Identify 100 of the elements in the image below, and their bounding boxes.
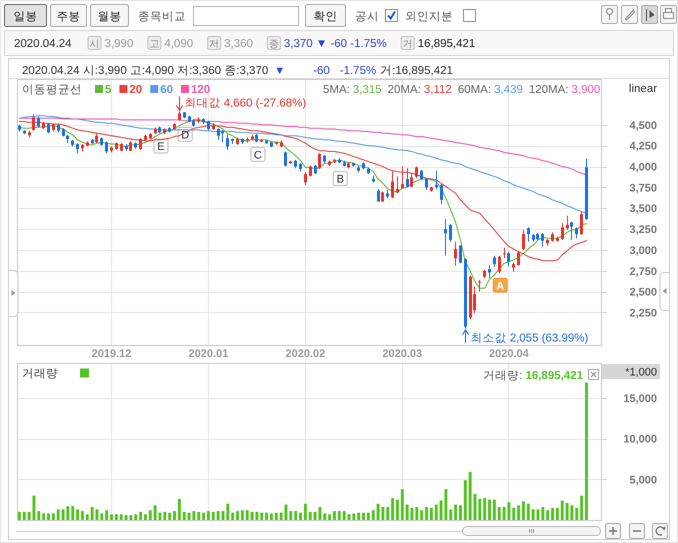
bar bbox=[318, 506, 322, 520]
bar bbox=[304, 504, 307, 520]
bar bbox=[366, 512, 370, 520]
bar bbox=[522, 501, 525, 520]
y-axis-title: *1,000 bbox=[625, 366, 657, 378]
bar bbox=[507, 502, 510, 520]
bar bbox=[556, 508, 559, 520]
bar bbox=[178, 498, 181, 520]
bar bbox=[139, 512, 142, 520]
annotation: 120MA: bbox=[528, 84, 568, 96]
text: 2020.04.24 시:3,990 고:4,090 저:3,360 종:3,370 bbox=[22, 65, 268, 77]
y-tick-label: 5,000 bbox=[629, 474, 657, 486]
bar bbox=[517, 505, 520, 520]
bar bbox=[348, 514, 350, 520]
bar bbox=[284, 504, 288, 520]
annotation: D bbox=[181, 129, 190, 142]
text: ▼ bbox=[274, 65, 286, 77]
bar bbox=[47, 513, 50, 520]
bar bbox=[188, 512, 191, 520]
bar bbox=[255, 512, 258, 520]
bar bbox=[488, 500, 491, 520]
bar bbox=[440, 500, 443, 520]
bar bbox=[444, 489, 448, 520]
candlestick bbox=[503, 247, 506, 258]
bar bbox=[222, 511, 224, 520]
x-tick-label: 2020.03 bbox=[382, 348, 422, 360]
bar bbox=[299, 512, 302, 520]
text: 종 bbox=[268, 39, 279, 50]
bar bbox=[18, 512, 21, 520]
text: 거:16,895,421 bbox=[380, 65, 453, 77]
line-series bbox=[18, 121, 587, 262]
line-series bbox=[18, 118, 587, 289]
annotation: 3,315 bbox=[352, 84, 382, 96]
bar bbox=[430, 508, 433, 520]
legend-label: 5 bbox=[105, 84, 112, 96]
text: 16,895,421 bbox=[418, 38, 476, 50]
x-tick-label: 2020.04 bbox=[489, 348, 530, 360]
bar bbox=[28, 512, 31, 520]
bar bbox=[585, 382, 588, 520]
bar bbox=[206, 511, 210, 520]
annotation: C bbox=[254, 149, 262, 162]
candlestick bbox=[478, 280, 481, 292]
text: 3,990 bbox=[104, 38, 134, 50]
annotation: 3,112 bbox=[424, 84, 452, 96]
text: 3,370 ▼ -60 -1.75% bbox=[284, 38, 387, 50]
bar bbox=[376, 504, 380, 520]
y-tick-label: 4,000 bbox=[629, 162, 657, 174]
bar bbox=[236, 511, 239, 520]
text: 저 bbox=[209, 39, 220, 50]
text: 고 bbox=[149, 39, 160, 50]
annotation: 16,895,421 bbox=[525, 370, 584, 382]
x-tick-label: 2019.12 bbox=[92, 348, 132, 360]
text: 2020.04.24 bbox=[14, 38, 72, 50]
bar bbox=[502, 506, 506, 520]
bar bbox=[425, 506, 428, 520]
x-tick-label: 2020.02 bbox=[285, 348, 326, 360]
bar bbox=[76, 509, 80, 520]
bar bbox=[240, 510, 244, 520]
legend-label: 20 bbox=[129, 84, 142, 96]
y-tick-label: 10,000 bbox=[623, 434, 657, 446]
bar bbox=[80, 511, 84, 520]
candlestick bbox=[444, 219, 447, 256]
bar bbox=[62, 509, 64, 520]
text: 일봉 bbox=[14, 11, 38, 23]
y-tick-label: 3,750 bbox=[629, 182, 657, 194]
bar bbox=[192, 511, 196, 520]
bar bbox=[270, 513, 273, 520]
y-tick-label: 3,500 bbox=[629, 203, 657, 216]
legend-label: 거래량 bbox=[22, 368, 58, 380]
bar bbox=[173, 511, 176, 520]
text: -1.75% bbox=[340, 65, 376, 77]
bar bbox=[410, 508, 414, 520]
bar bbox=[90, 506, 94, 520]
y-tick-label: 3,250 bbox=[629, 224, 657, 236]
bar bbox=[474, 494, 476, 520]
y-tick-label: 2,750 bbox=[629, 266, 657, 278]
bar bbox=[114, 514, 118, 520]
bar bbox=[492, 500, 496, 520]
annotation: 3,900 bbox=[571, 84, 600, 96]
bar bbox=[580, 496, 584, 520]
annotation: 20MA: bbox=[388, 84, 421, 96]
bar bbox=[124, 515, 128, 520]
legend-label: 120 bbox=[191, 84, 210, 96]
y-tick-label: 15,000 bbox=[623, 392, 657, 405]
annotation: 최소값 2,055 (63.99%) bbox=[470, 332, 588, 345]
text: linear bbox=[628, 83, 658, 95]
bar bbox=[144, 514, 147, 520]
bar bbox=[396, 500, 399, 520]
bar bbox=[96, 509, 98, 520]
text: 외인지분 bbox=[405, 11, 453, 23]
bar bbox=[551, 508, 554, 520]
bar bbox=[32, 496, 36, 520]
text: 주봉 bbox=[56, 11, 80, 23]
bar bbox=[391, 498, 394, 520]
line-series bbox=[18, 118, 587, 176]
bar bbox=[454, 504, 458, 520]
bar bbox=[110, 514, 113, 520]
y-tick-label: 4,250 bbox=[629, 140, 657, 153]
text: 확인 bbox=[314, 11, 338, 23]
bar bbox=[314, 512, 317, 520]
